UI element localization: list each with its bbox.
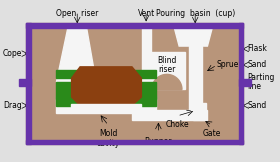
Bar bbox=[149, 52, 185, 89]
Polygon shape bbox=[152, 74, 182, 89]
Bar bbox=[57, 96, 156, 105]
Bar bbox=[192, 105, 199, 110]
Text: Runner: Runner bbox=[145, 137, 172, 146]
Bar bbox=[57, 82, 71, 99]
Text: Choke: Choke bbox=[165, 120, 189, 129]
Bar bbox=[71, 104, 141, 113]
Polygon shape bbox=[57, 28, 96, 82]
Text: Mold
cavity: Mold cavity bbox=[97, 129, 120, 148]
Bar bbox=[239, 79, 251, 86]
Text: Sprue: Sprue bbox=[217, 60, 239, 69]
Bar bbox=[141, 96, 156, 113]
Text: Flask: Flask bbox=[247, 44, 267, 53]
Text: Core
(sand): Core (sand) bbox=[91, 76, 116, 95]
Polygon shape bbox=[72, 67, 141, 105]
Bar bbox=[57, 70, 156, 78]
Text: Open  riser: Open riser bbox=[56, 9, 98, 18]
Bar bbox=[132, 110, 207, 120]
Text: Sand: Sand bbox=[247, 60, 266, 69]
Text: Pouring  basin  (cup): Pouring basin (cup) bbox=[156, 9, 235, 18]
Text: Parting
line: Parting line bbox=[247, 73, 274, 91]
Text: Gate: Gate bbox=[203, 129, 221, 138]
Text: Cope: Cope bbox=[3, 49, 22, 58]
Bar bbox=[19, 79, 31, 86]
Bar bbox=[26, 23, 243, 28]
Bar bbox=[142, 25, 151, 85]
Text: Vent: Vent bbox=[137, 9, 155, 18]
Bar bbox=[26, 23, 31, 144]
Text: Drag: Drag bbox=[4, 101, 22, 110]
Polygon shape bbox=[174, 28, 212, 46]
Bar bbox=[239, 23, 243, 144]
Bar bbox=[26, 23, 243, 144]
Bar bbox=[57, 96, 71, 113]
Text: Sand: Sand bbox=[247, 101, 266, 110]
Bar bbox=[141, 82, 156, 99]
Bar bbox=[188, 46, 202, 118]
Text: Blind
riser: Blind riser bbox=[157, 56, 177, 74]
Bar bbox=[26, 139, 243, 144]
Bar bbox=[193, 103, 206, 120]
